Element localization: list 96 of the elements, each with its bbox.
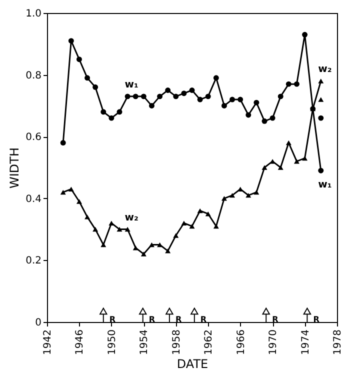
point bbox=[100, 308, 108, 315]
text: w₂ bbox=[318, 64, 332, 75]
point bbox=[76, 199, 82, 204]
x-tick-label: 1950 bbox=[106, 330, 118, 355]
point bbox=[213, 75, 219, 81]
x-tick-label: 1974 bbox=[300, 330, 312, 355]
data-label: R bbox=[148, 315, 156, 324]
point bbox=[318, 97, 324, 102]
point bbox=[262, 118, 268, 124]
point bbox=[230, 192, 236, 198]
point bbox=[197, 208, 203, 214]
point bbox=[270, 115, 276, 121]
point bbox=[84, 75, 90, 81]
point bbox=[205, 211, 211, 216]
point bbox=[173, 94, 179, 100]
x-tick-label: 1954 bbox=[139, 330, 150, 355]
y-tick-label: 0.2 bbox=[26, 256, 42, 267]
point bbox=[205, 94, 211, 100]
point bbox=[246, 112, 252, 118]
point bbox=[303, 308, 312, 315]
x-axis-title: DATE bbox=[176, 356, 208, 371]
data-label: R bbox=[200, 315, 207, 324]
point bbox=[318, 78, 324, 84]
point bbox=[181, 90, 187, 96]
point bbox=[254, 190, 260, 195]
x-tick-label: 1962 bbox=[204, 330, 215, 355]
point bbox=[92, 84, 98, 90]
point bbox=[278, 165, 284, 170]
point bbox=[165, 248, 171, 254]
point bbox=[286, 81, 292, 87]
point bbox=[189, 88, 195, 93]
point bbox=[92, 226, 98, 232]
point bbox=[140, 252, 146, 256]
data-label: R bbox=[313, 315, 320, 324]
point bbox=[197, 96, 203, 102]
point bbox=[140, 94, 146, 100]
point bbox=[124, 226, 130, 232]
x-tick-label: 1970 bbox=[268, 330, 280, 355]
y-tick-label: 1.0 bbox=[26, 8, 42, 20]
point bbox=[68, 186, 74, 192]
data-label: R bbox=[272, 315, 278, 324]
point bbox=[181, 220, 187, 226]
y-axis-title: WIDTH bbox=[8, 148, 22, 188]
point bbox=[60, 190, 66, 195]
y-tick-label: 0 bbox=[35, 318, 42, 328]
series-label: w₂ bbox=[124, 212, 138, 224]
y-tick-label: 0.6 bbox=[26, 132, 42, 144]
point bbox=[132, 94, 138, 100]
data-label: R bbox=[109, 315, 116, 324]
point bbox=[262, 308, 270, 315]
point bbox=[294, 81, 300, 87]
point bbox=[68, 38, 74, 44]
point bbox=[302, 32, 308, 38]
point bbox=[116, 226, 122, 232]
x-tick-label: 1966 bbox=[236, 330, 247, 355]
point bbox=[294, 158, 300, 164]
point bbox=[318, 115, 324, 121]
point bbox=[190, 308, 198, 315]
point bbox=[221, 102, 227, 108]
x-tick-label: 1978 bbox=[332, 330, 344, 355]
point bbox=[221, 196, 227, 201]
point bbox=[286, 140, 292, 146]
point bbox=[148, 102, 154, 108]
data-label: R bbox=[175, 315, 182, 324]
point bbox=[100, 109, 106, 115]
point bbox=[100, 242, 106, 248]
point bbox=[270, 158, 276, 164]
point bbox=[246, 192, 252, 198]
point bbox=[254, 100, 260, 106]
point bbox=[84, 214, 90, 220]
x-tick-label: 1958 bbox=[171, 330, 182, 355]
text: w₁ bbox=[318, 180, 332, 191]
point bbox=[60, 140, 66, 146]
point bbox=[139, 308, 147, 315]
point bbox=[238, 96, 244, 102]
point bbox=[124, 94, 130, 100]
point bbox=[262, 165, 268, 170]
point bbox=[166, 308, 174, 315]
point bbox=[116, 109, 122, 115]
x-tick-label: 1942 bbox=[42, 330, 54, 355]
point bbox=[148, 242, 154, 248]
point bbox=[165, 88, 171, 93]
point bbox=[278, 94, 284, 100]
series-label: w₁ bbox=[124, 79, 138, 90]
point bbox=[132, 245, 138, 250]
point bbox=[76, 56, 82, 62]
point bbox=[157, 94, 163, 100]
y-tick-label: 0.8 bbox=[26, 70, 42, 82]
point bbox=[108, 115, 114, 121]
point bbox=[213, 224, 219, 229]
point bbox=[173, 233, 179, 238]
point bbox=[318, 168, 324, 174]
y-tick-label: 0.4 bbox=[26, 194, 42, 205]
point bbox=[230, 96, 236, 102]
x-tick-label: 1946 bbox=[74, 330, 86, 355]
point bbox=[189, 224, 195, 229]
